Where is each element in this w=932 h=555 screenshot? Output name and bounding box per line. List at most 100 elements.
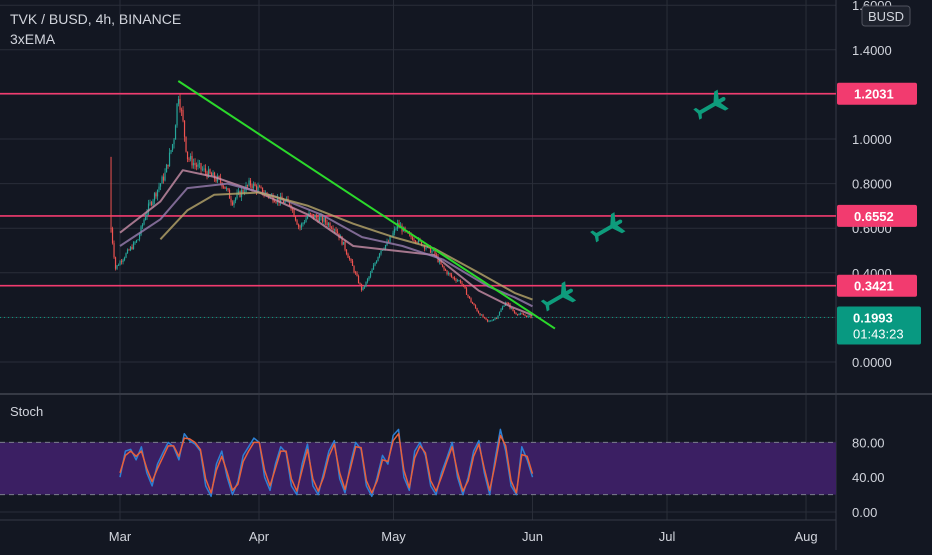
candle-body — [182, 110, 184, 121]
candle-body — [324, 217, 327, 223]
candle-body — [254, 183, 256, 186]
candle-body — [392, 232, 394, 237]
candle-body — [377, 256, 379, 262]
candle-body — [444, 269, 447, 271]
candle-body — [297, 224, 300, 227]
time-tick-label: Mar — [109, 529, 132, 544]
candle-body — [464, 285, 466, 289]
candle-body — [309, 212, 312, 214]
candle-body — [381, 249, 384, 251]
last-price-tag — [837, 306, 921, 345]
candle-body — [432, 250, 435, 251]
candle-body — [470, 298, 472, 303]
candle-body — [236, 193, 238, 199]
candle-body — [359, 282, 361, 285]
candle-body — [248, 180, 250, 186]
candle-body — [246, 185, 249, 186]
candle-body — [528, 315, 531, 317]
candle-body — [162, 176, 165, 181]
candle-body — [237, 191, 240, 194]
level-price-label: 1.2031 — [854, 87, 894, 102]
candle-body — [185, 136, 187, 152]
candle-body — [219, 177, 222, 183]
candle-body — [138, 234, 141, 240]
stoch-tick-label: 0.00 — [852, 505, 877, 520]
candle-body — [471, 302, 474, 304]
last-price-label: 0.1993 — [853, 311, 893, 326]
candle-body — [347, 253, 349, 258]
candle-body — [398, 222, 400, 226]
candle-body — [161, 176, 163, 184]
candle-body — [146, 211, 148, 217]
candle-body — [372, 265, 375, 270]
candle-body — [456, 280, 459, 282]
candle-body — [438, 260, 441, 263]
candle-body — [477, 311, 480, 314]
candle-body — [530, 315, 532, 319]
candle-body — [305, 218, 307, 223]
candle-body — [192, 163, 195, 166]
candle-body — [134, 242, 136, 244]
candle-body — [144, 216, 147, 220]
candle-body — [462, 284, 465, 286]
candle-body — [225, 188, 228, 190]
candle-body — [317, 217, 319, 222]
candle-body — [213, 172, 216, 179]
candle-body — [384, 245, 387, 249]
candle-body — [168, 152, 171, 167]
candle-body — [393, 228, 396, 233]
candle-body — [458, 280, 460, 282]
candle-body — [524, 315, 526, 316]
candle-body — [212, 172, 214, 176]
candle-body — [455, 279, 457, 282]
candle-body — [231, 202, 234, 205]
candle-body — [318, 217, 321, 222]
candle-body — [485, 317, 487, 320]
candle-body — [498, 311, 501, 316]
candle-body — [389, 237, 391, 243]
candle-body — [140, 226, 142, 235]
candle-body — [126, 249, 129, 254]
candle-body — [143, 219, 145, 225]
candle-body — [189, 155, 192, 160]
candle-body — [479, 313, 481, 316]
stoch-tick-label: 80.00 — [852, 435, 885, 450]
candle-body — [155, 193, 157, 197]
candle-body — [476, 308, 478, 312]
candle-body — [164, 172, 166, 181]
candle-body — [507, 302, 510, 305]
candle-body — [522, 314, 525, 316]
candle-body — [282, 200, 285, 203]
candle-body — [314, 215, 316, 219]
candle-body — [113, 243, 115, 258]
candle-body — [516, 314, 519, 315]
candle-body — [410, 233, 412, 238]
candle-body — [320, 215, 322, 218]
candle-body — [413, 240, 415, 241]
candle-body — [312, 214, 315, 219]
candle-body — [141, 224, 144, 227]
stoch-line — [119, 432, 534, 494]
candle-body — [327, 223, 330, 226]
candle-body — [311, 213, 313, 215]
candle-body — [420, 240, 423, 246]
candle-body — [446, 270, 448, 275]
candle-body — [434, 250, 436, 255]
candle-body — [303, 222, 306, 224]
candle-body — [323, 217, 325, 222]
candle-body — [159, 183, 162, 187]
candle-body — [203, 168, 205, 170]
candle-body — [335, 229, 337, 232]
time-tick-label: Aug — [794, 529, 817, 544]
candle-body — [251, 185, 253, 189]
currency-badge — [861, 5, 911, 27]
candle-body — [473, 303, 475, 306]
candle-body — [233, 200, 235, 205]
candle-body — [258, 186, 261, 188]
candle-body — [453, 277, 456, 280]
candle-body — [431, 250, 433, 253]
currency-label: BUSD — [868, 9, 904, 24]
candle-body — [288, 201, 291, 206]
candle-body — [122, 259, 124, 263]
candle-body — [131, 247, 133, 250]
